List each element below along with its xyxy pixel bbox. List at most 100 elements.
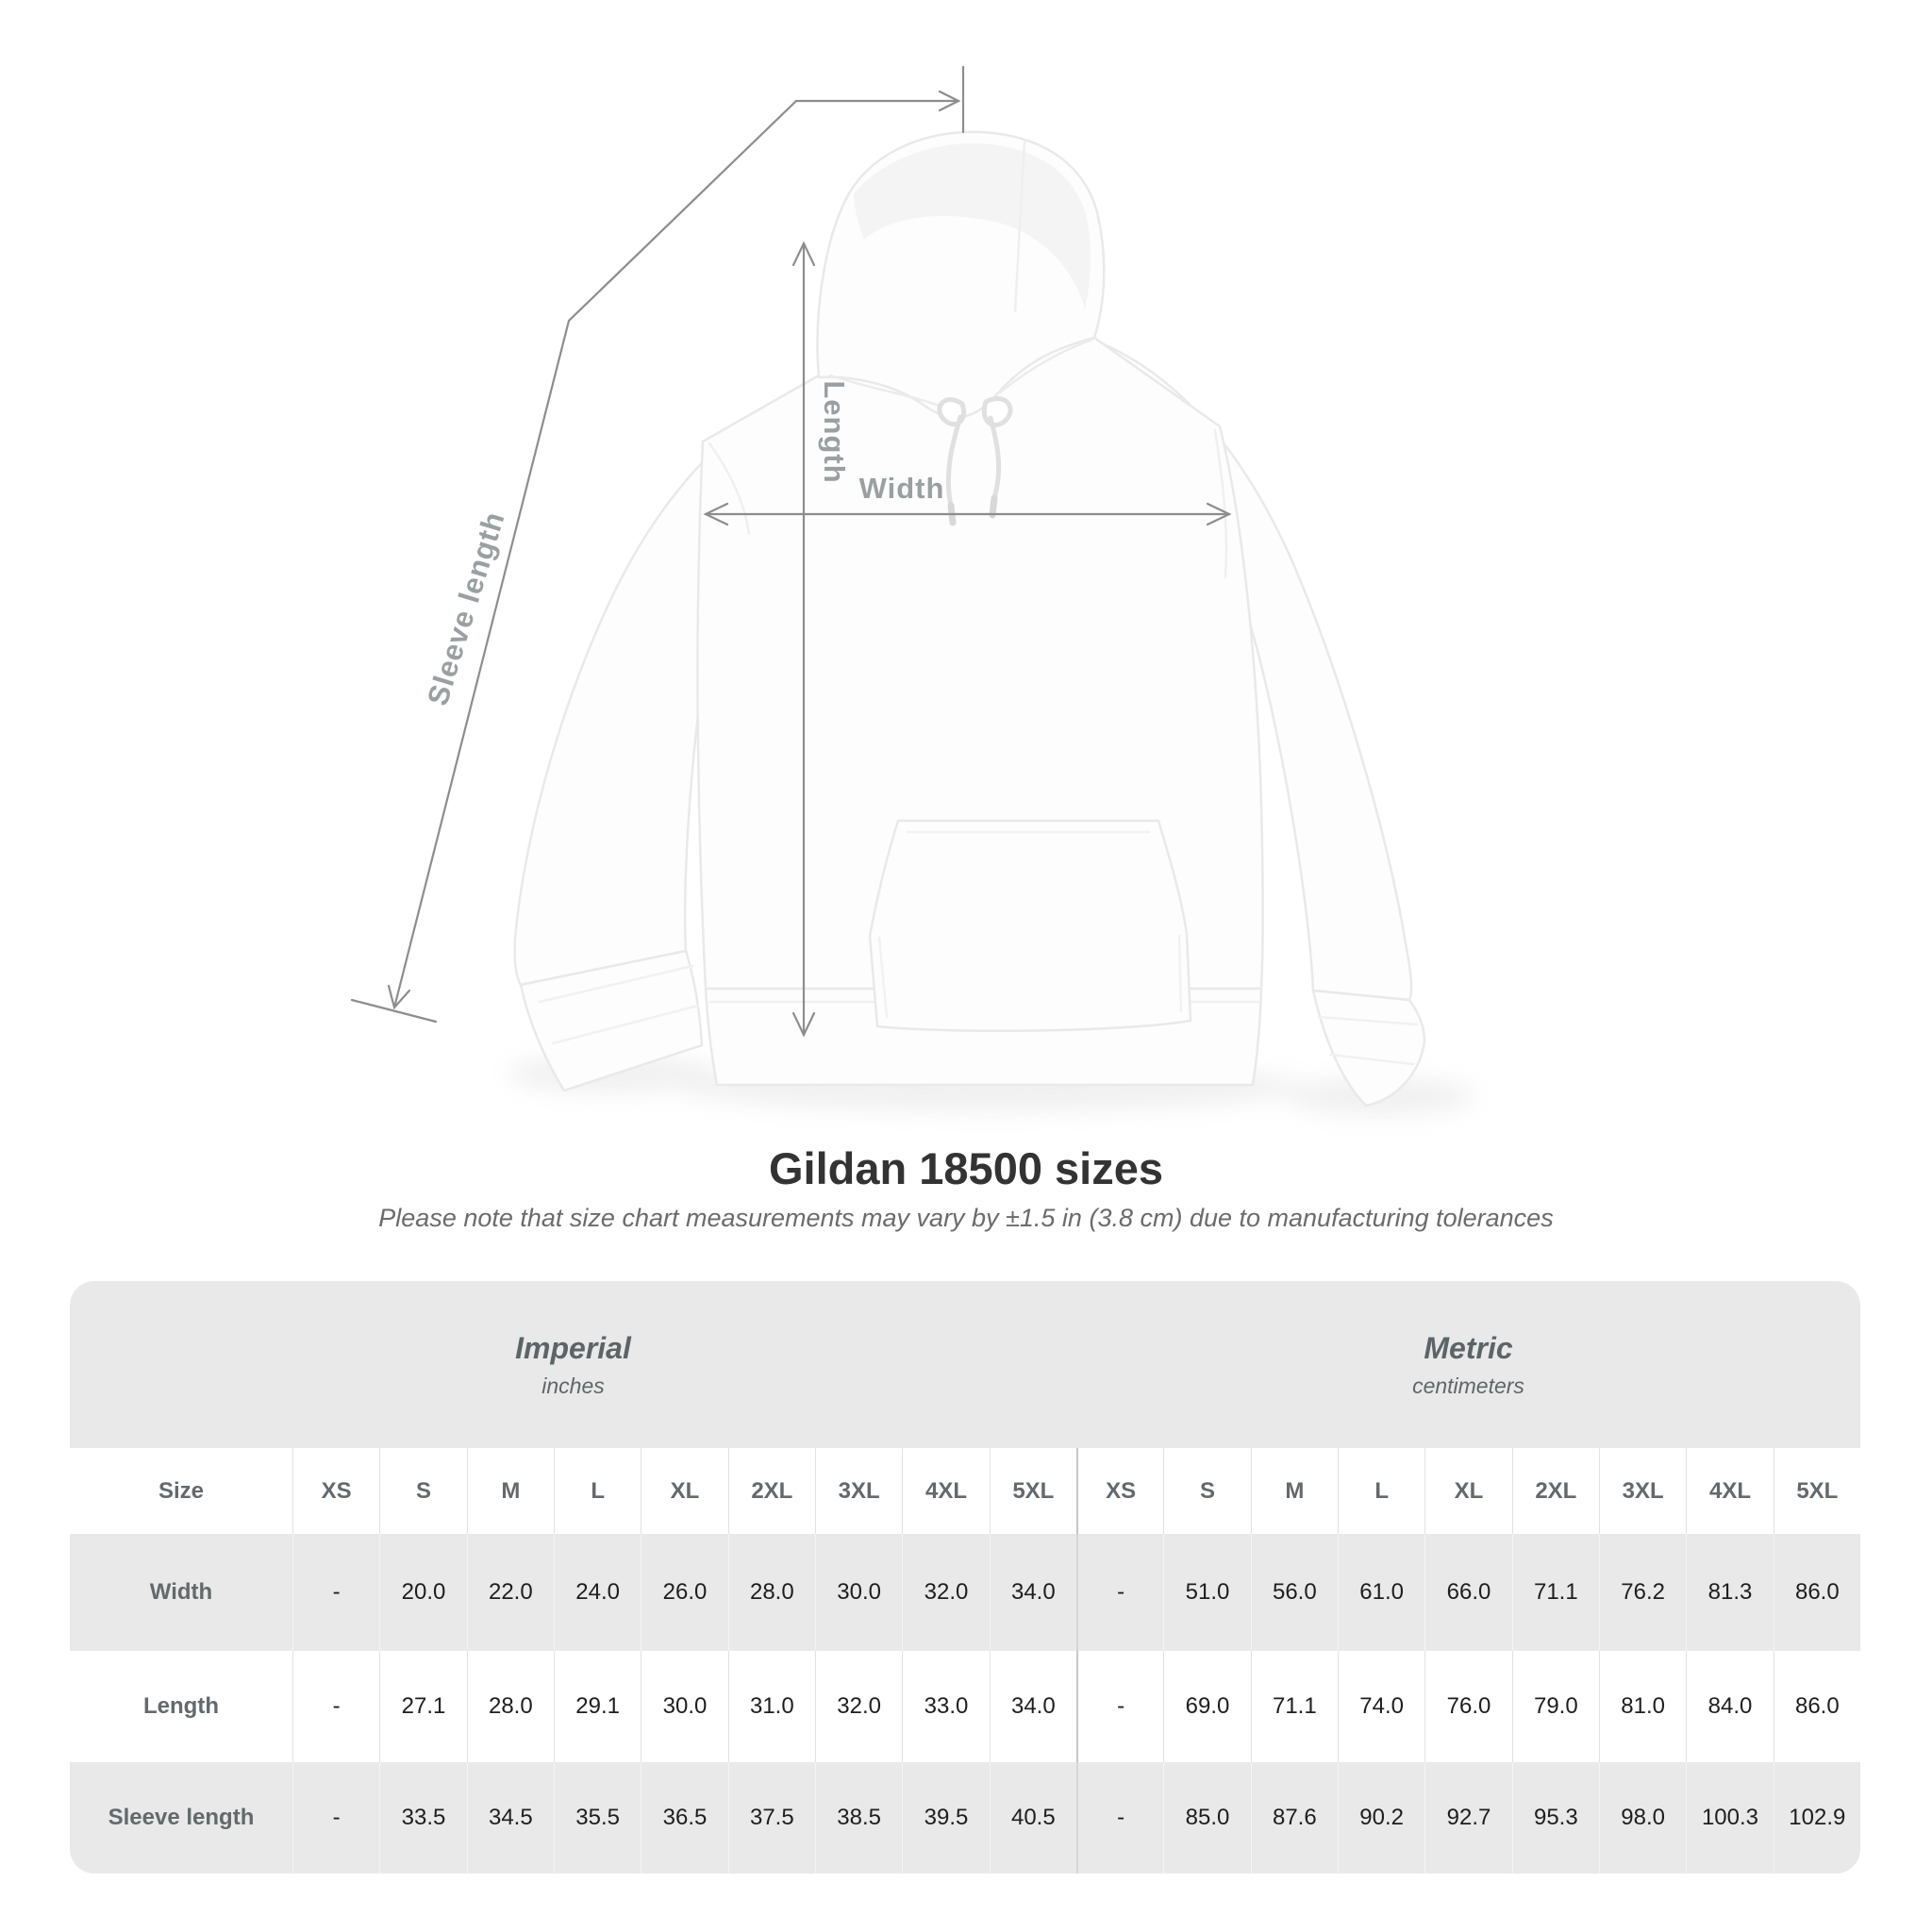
metric-unit: centimeters bbox=[1412, 1373, 1524, 1398]
metric-value: 92.7 bbox=[1424, 1762, 1511, 1874]
imperial-value: 34.0 bbox=[989, 1534, 1076, 1651]
metric-value: - bbox=[1076, 1534, 1163, 1651]
imperial-value: - bbox=[292, 1534, 379, 1651]
length-line bbox=[791, 241, 816, 1038]
imperial-value: 33.0 bbox=[902, 1651, 989, 1762]
page-title: Gildan 18500 sizes bbox=[768, 1143, 1164, 1193]
sleeve-length-line bbox=[350, 65, 965, 1024]
hoodie-illustration bbox=[513, 130, 1426, 1108]
size-col-header: 3XL bbox=[815, 1448, 902, 1534]
metric-value: 102.9 bbox=[1773, 1762, 1860, 1874]
metric-value: 61.0 bbox=[1338, 1534, 1424, 1651]
heading-block: Gildan 18500 sizes Please note that size… bbox=[0, 1143, 1932, 1233]
size-col-header: XL bbox=[1424, 1448, 1511, 1534]
imperial-value: 39.5 bbox=[902, 1762, 989, 1874]
metric-value: 56.0 bbox=[1250, 1534, 1338, 1651]
imperial-value: 38.5 bbox=[815, 1762, 902, 1874]
imperial-value: 40.5 bbox=[989, 1762, 1076, 1874]
imperial-value: 37.5 bbox=[727, 1762, 815, 1874]
imperial-value: 33.5 bbox=[379, 1762, 466, 1874]
imperial-value: 31.0 bbox=[727, 1651, 815, 1762]
size-table: Imperial inches Metric centimeters Size … bbox=[70, 1281, 1860, 1874]
size-col-header: XS bbox=[292, 1448, 379, 1534]
metric-value: 74.0 bbox=[1338, 1651, 1424, 1762]
hoodie-drawstrings bbox=[937, 396, 1013, 526]
hoodie-left-cuff bbox=[519, 949, 704, 1092]
width-label: Width bbox=[859, 472, 945, 505]
metric-value: 86.0 bbox=[1773, 1534, 1860, 1651]
imperial-value: 30.0 bbox=[641, 1651, 727, 1762]
metric-unit-header: Metric centimeters bbox=[1076, 1281, 1860, 1448]
imperial-value: 28.0 bbox=[727, 1534, 815, 1651]
metric-value: 87.6 bbox=[1250, 1762, 1338, 1874]
imperial-value: - bbox=[292, 1651, 379, 1762]
imperial-value: 20.0 bbox=[379, 1534, 466, 1651]
size-column-header: Size bbox=[158, 1477, 205, 1504]
imperial-name: Imperial bbox=[515, 1330, 631, 1365]
metric-value: - bbox=[1076, 1651, 1163, 1762]
imperial-unit-header: Imperial inches bbox=[70, 1281, 1076, 1448]
size-col-header: 5XL bbox=[1773, 1448, 1860, 1534]
size-col-header: 2XL bbox=[1511, 1448, 1599, 1534]
hoodie-pocket bbox=[868, 819, 1192, 1033]
metric-value: 81.3 bbox=[1686, 1534, 1773, 1651]
size-col-header: 3XL bbox=[1599, 1448, 1686, 1534]
imperial-value: 30.0 bbox=[815, 1534, 902, 1651]
metric-value: 81.0 bbox=[1599, 1651, 1686, 1762]
size-col-header: S bbox=[1163, 1448, 1250, 1534]
imperial-value: 36.5 bbox=[641, 1762, 727, 1874]
size-col-header: M bbox=[466, 1448, 554, 1534]
imperial-value: 27.1 bbox=[379, 1651, 466, 1762]
sleeve-length-label: Sleeve length bbox=[421, 508, 511, 709]
size-col-header: XS bbox=[1076, 1448, 1163, 1534]
metric-value: 90.2 bbox=[1338, 1762, 1424, 1874]
imperial-value: 28.0 bbox=[466, 1651, 554, 1762]
imperial-value: 32.0 bbox=[902, 1534, 989, 1651]
row-label: Length bbox=[143, 1693, 219, 1719]
metric-value: 69.0 bbox=[1163, 1651, 1250, 1762]
metric-value: - bbox=[1076, 1762, 1163, 1874]
metric-value: 95.3 bbox=[1511, 1762, 1599, 1874]
size-col-header: 4XL bbox=[1686, 1448, 1773, 1534]
metric-value: 100.3 bbox=[1686, 1762, 1773, 1874]
size-col-header: L bbox=[1338, 1448, 1424, 1534]
size-col-header: XL bbox=[641, 1448, 727, 1534]
metric-value: 51.0 bbox=[1163, 1534, 1250, 1651]
size-col-header: 4XL bbox=[902, 1448, 989, 1534]
metric-value: 71.1 bbox=[1511, 1534, 1599, 1651]
metric-value: 84.0 bbox=[1686, 1651, 1773, 1762]
metric-value: 85.0 bbox=[1163, 1762, 1250, 1874]
imperial-value: 29.1 bbox=[554, 1651, 641, 1762]
imperial-value: 32.0 bbox=[815, 1651, 902, 1762]
table-row: Length -27.1 28.0 29.1 30.0 31.0 32.0 33.0 34.0-… bbox=[70, 1651, 1860, 1762]
metric-value: 79.0 bbox=[1511, 1651, 1599, 1762]
hoodie-diagram: Sleeve length Length Width bbox=[350, 65, 1474, 1115]
measurement-annotations bbox=[350, 65, 1232, 1038]
metric-value: 76.0 bbox=[1424, 1651, 1511, 1762]
imperial-value: 34.0 bbox=[989, 1651, 1076, 1762]
metric-name: Metric bbox=[1424, 1330, 1513, 1365]
imperial-value: 22.0 bbox=[466, 1534, 554, 1651]
size-col-header: M bbox=[1250, 1448, 1338, 1534]
imperial-value: - bbox=[292, 1762, 379, 1874]
metric-value: 86.0 bbox=[1773, 1651, 1860, 1762]
imperial-value: 24.0 bbox=[554, 1534, 641, 1651]
size-header-row: Size XS S M L XL 2XL 3XL 4XL 5XL XS S M L XL 2XL 3XL 4XL… bbox=[70, 1448, 1860, 1534]
row-label: Sleeve length bbox=[108, 1805, 255, 1830]
metric-value: 76.2 bbox=[1599, 1534, 1686, 1651]
size-col-header: L bbox=[554, 1448, 641, 1534]
metric-value: 71.1 bbox=[1250, 1651, 1338, 1762]
unit-band: Imperial inches Metric centimeters bbox=[70, 1281, 1860, 1448]
size-col-header: 5XL bbox=[989, 1448, 1076, 1534]
metric-value: 66.0 bbox=[1424, 1534, 1511, 1651]
table-row: Width -20.0 22.0 24.0 26.0 28.0 30.0 32.0 34.0-5… bbox=[70, 1534, 1860, 1651]
imperial-value: 35.5 bbox=[554, 1762, 641, 1874]
hoodie-diagram-svg: Sleeve length Length Width bbox=[350, 65, 1474, 1115]
size-table-body: Width -20.0 22.0 24.0 26.0 28.0 30.0 32.0 34.0-5… bbox=[70, 1534, 1860, 1874]
imperial-value: 26.0 bbox=[641, 1534, 727, 1651]
imperial-unit: inches bbox=[541, 1373, 605, 1398]
length-label: Length bbox=[818, 380, 851, 483]
metric-value: 98.0 bbox=[1599, 1762, 1686, 1874]
page-subtitle: Please note that size chart measurements… bbox=[378, 1204, 1554, 1232]
